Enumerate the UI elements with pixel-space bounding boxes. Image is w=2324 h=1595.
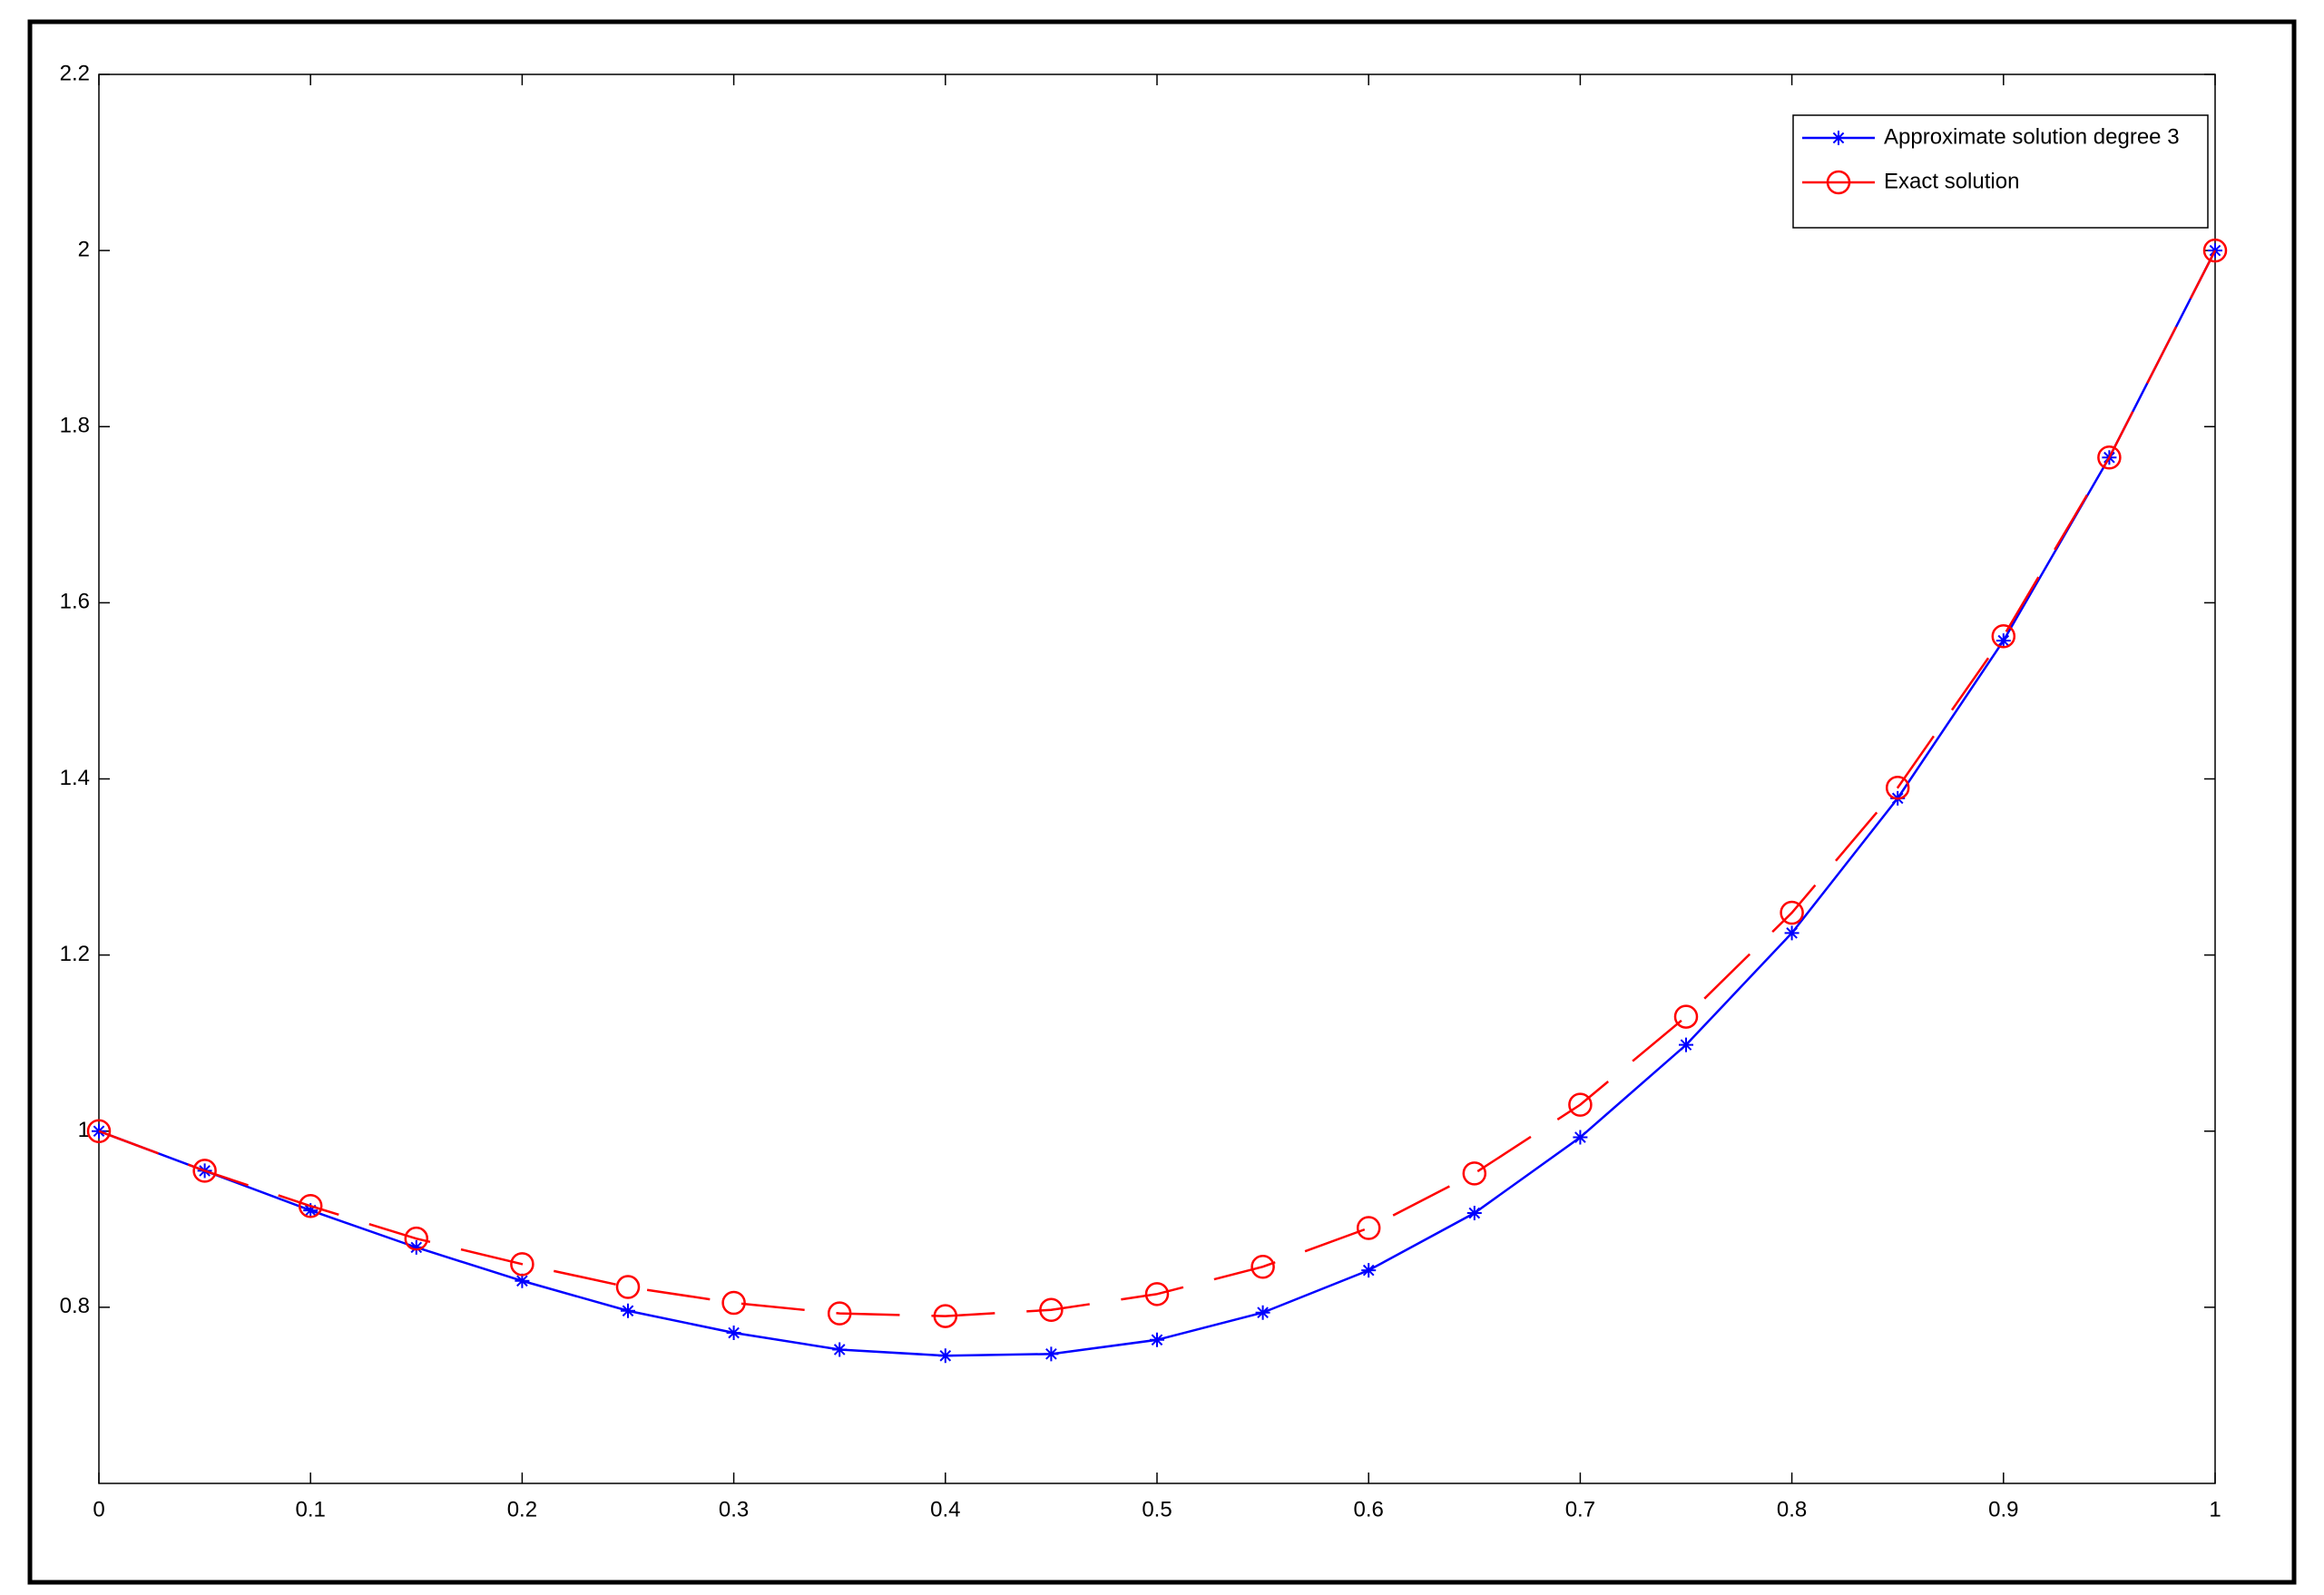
marker xyxy=(1255,1305,1270,1320)
marker xyxy=(404,1226,429,1251)
marker xyxy=(1044,1346,1059,1362)
marker xyxy=(615,1275,641,1299)
marker xyxy=(1356,1216,1381,1240)
marker xyxy=(832,1342,848,1357)
y-tick-label: 1.4 xyxy=(60,766,90,790)
x-tick-label: 0.7 xyxy=(1565,1497,1595,1522)
y-tick-label: 1.6 xyxy=(60,590,90,614)
marker xyxy=(303,1203,319,1218)
marker xyxy=(1144,1282,1170,1306)
x-tick-label: 1 xyxy=(2209,1497,2221,1522)
legend-label: Approximate solution degree 3 xyxy=(1884,124,2180,149)
marker xyxy=(1039,1297,1064,1323)
marker xyxy=(1150,1332,1164,1347)
marker xyxy=(827,1301,852,1326)
marker xyxy=(1885,775,1910,800)
legend-marker xyxy=(1826,170,1851,195)
x-tick-label: 0 xyxy=(93,1497,104,1522)
legend-marker xyxy=(1831,131,1846,145)
marker xyxy=(937,1348,953,1364)
marker xyxy=(1996,633,2011,649)
marker xyxy=(1466,1206,1482,1221)
x-tick-label: 0.2 xyxy=(507,1497,537,1522)
y-tick-label: 1.8 xyxy=(60,414,90,438)
y-tick-label: 1.2 xyxy=(60,942,90,966)
marker xyxy=(86,1119,112,1143)
marker xyxy=(510,1252,534,1277)
marker xyxy=(192,1159,217,1183)
marker xyxy=(721,1290,746,1316)
x-tick-label: 0.6 xyxy=(1354,1497,1384,1522)
y-tick-label: 1 xyxy=(78,1118,90,1142)
y-tick-label: 2 xyxy=(78,237,90,261)
marker xyxy=(1573,1130,1588,1145)
marker xyxy=(1784,925,1799,941)
x-tick-label: 0.4 xyxy=(930,1497,960,1522)
legend-box xyxy=(1792,114,2209,229)
marker xyxy=(408,1239,424,1255)
marker xyxy=(515,1273,530,1288)
plot-area xyxy=(98,73,2216,1484)
marker xyxy=(933,1304,958,1328)
marker xyxy=(1679,1037,1693,1052)
marker xyxy=(1361,1263,1377,1278)
marker xyxy=(726,1326,741,1341)
series-line xyxy=(98,250,2217,1317)
marker xyxy=(621,1303,635,1318)
marker xyxy=(2097,445,2122,470)
x-tick-label: 0.8 xyxy=(1777,1497,1807,1522)
marker xyxy=(1568,1092,1593,1117)
x-tick-label: 0.3 xyxy=(719,1497,749,1522)
legend-label: Exact solution xyxy=(1884,169,2019,193)
marker xyxy=(1462,1161,1487,1186)
x-tick-label: 0.1 xyxy=(296,1497,326,1522)
marker xyxy=(2202,238,2228,263)
marker xyxy=(1673,1004,1699,1029)
marker xyxy=(1780,900,1804,925)
marker xyxy=(1991,624,2016,649)
x-tick-label: 0.5 xyxy=(1142,1497,1172,1522)
y-tick-label: 0.8 xyxy=(60,1294,90,1318)
x-tick-label: 0.9 xyxy=(1988,1497,2018,1522)
marker xyxy=(1250,1254,1275,1279)
marker xyxy=(298,1194,323,1218)
y-tick-label: 2.2 xyxy=(60,61,90,85)
